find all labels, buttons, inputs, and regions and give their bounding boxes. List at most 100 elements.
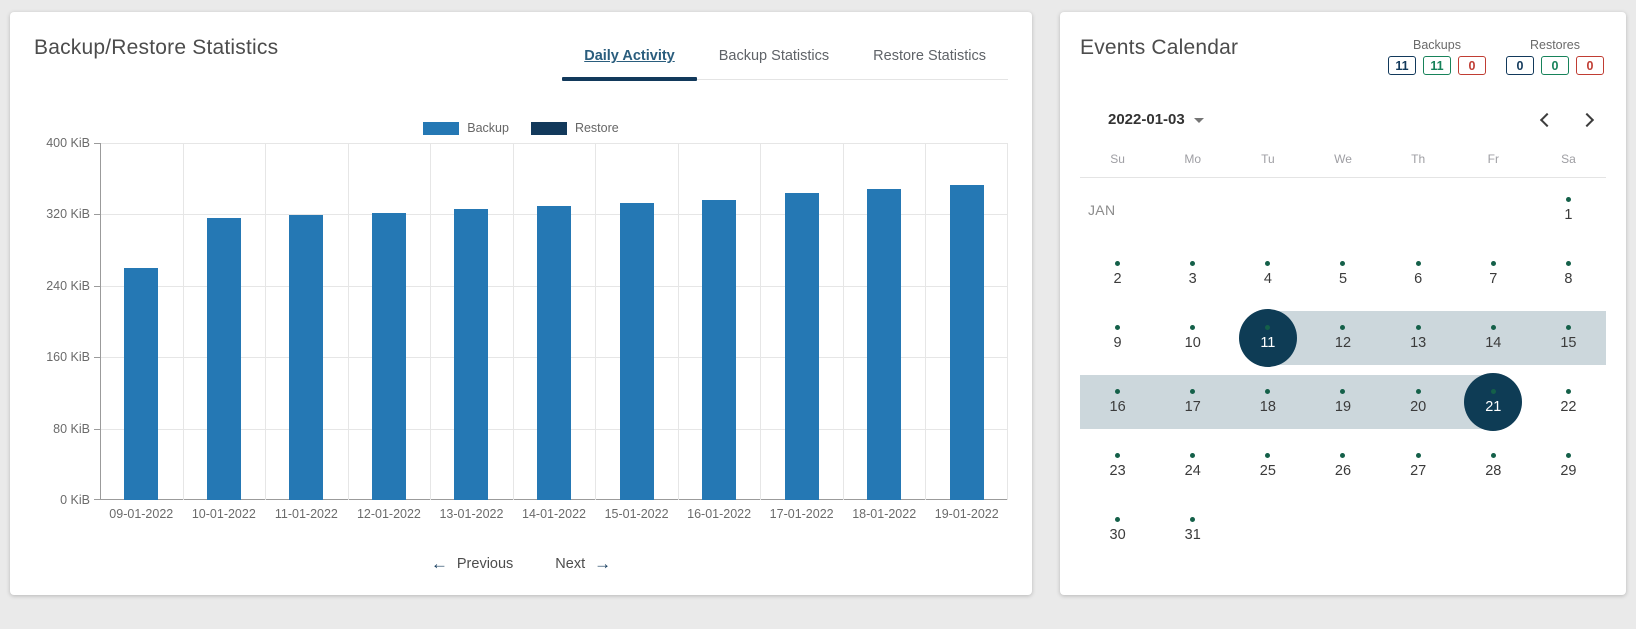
calendar-day-5[interactable]: 5: [1305, 242, 1380, 306]
calendar-day-2[interactable]: 2: [1080, 242, 1155, 306]
day-number: 9: [1113, 335, 1122, 352]
calendar-day-20[interactable]: 20: [1381, 370, 1456, 434]
calendar-day-26[interactable]: 26: [1305, 434, 1380, 498]
backup-bar: [289, 215, 324, 500]
previous-month-button[interactable]: [1539, 112, 1555, 127]
selected-range-band: [1267, 311, 1606, 365]
calendar-day-13[interactable]: 13: [1381, 306, 1456, 370]
calendar-day-23[interactable]: 23: [1080, 434, 1155, 498]
calendar-day-24[interactable]: 24: [1155, 434, 1230, 498]
calendar-day-29[interactable]: 29: [1531, 434, 1606, 498]
calendar-grid: JAN 1 2 3 4 5 6 7 8 9 10 11 12 13 14 15 16 17 18 19 20 21 22 23…: [1080, 178, 1606, 562]
event-dot: [1565, 453, 1571, 459]
event-dot: [1190, 389, 1196, 395]
y-axis-tick: [94, 143, 100, 144]
calendar-day-30[interactable]: 30: [1080, 498, 1155, 562]
event-dot: [1115, 389, 1121, 395]
calendar-day-21[interactable]: 21: [1456, 370, 1531, 434]
event-dot: [1565, 389, 1571, 395]
event-dot: [1490, 453, 1496, 459]
calendar-week-row: 23 24 25 26 27 28 29: [1080, 434, 1606, 498]
calendar-cell-empty: [1155, 178, 1230, 242]
calendar-day-4[interactable]: 4: [1230, 242, 1305, 306]
backup-bar: [206, 217, 241, 500]
weekday-label-mo: Mo: [1184, 152, 1202, 166]
y-tick-label: 400 KiB: [46, 136, 90, 150]
calendar-day-17[interactable]: 17: [1155, 370, 1230, 434]
weekday-header: Su Mo Tu We Th Fr Sa: [1080, 152, 1606, 166]
day-number: 21: [1485, 399, 1502, 416]
day-number: 26: [1334, 463, 1352, 480]
previous-button[interactable]: ← Previous: [431, 555, 513, 572]
calendar-day-25[interactable]: 25: [1230, 434, 1305, 498]
day-number: 15: [1560, 335, 1577, 352]
bar-cell: [348, 143, 431, 500]
calendar-day-12[interactable]: 12: [1305, 306, 1380, 370]
tab-daily-activity[interactable]: Daily Activity: [562, 38, 697, 81]
calendar-day-16[interactable]: 16: [1080, 370, 1155, 434]
bar-cell: [760, 143, 843, 500]
calendar-day-3[interactable]: 3: [1155, 242, 1230, 306]
next-month-button[interactable]: [1579, 112, 1595, 127]
day-number: 17: [1184, 399, 1201, 416]
tab-backup-statistics[interactable]: Backup Statistics: [718, 48, 830, 64]
month-selector-value: 2022-01-03: [1108, 111, 1185, 128]
calendar-day-8[interactable]: 8: [1531, 242, 1606, 306]
next-button[interactable]: Next →: [555, 555, 611, 572]
counter-group-backups: Backups 11 11 0: [1388, 38, 1486, 75]
event-dot: [1340, 453, 1346, 459]
backup-bar: [371, 212, 406, 500]
calendar-cell-empty: [1381, 498, 1456, 562]
chart-pagination: ← Previous Next →: [34, 555, 1008, 572]
event-dot: [1115, 325, 1121, 331]
chart-x-axis: 09-01-2022 10-01-2022 11-01-2022 12-01-2022…: [100, 507, 1008, 521]
calendar-cell-empty: [1381, 178, 1456, 242]
arrow-right-icon: →: [594, 554, 612, 573]
daily-activity-bar-chart: 400 KiB 320 KiB 240 KiB 160 KiB 80 KiB 0 KiB …: [34, 136, 1008, 521]
calendar-day-11[interactable]: 11: [1230, 306, 1305, 370]
calendar-day-31[interactable]: 31: [1155, 498, 1230, 562]
statistics-card-title: Backup/Restore Statistics: [34, 36, 279, 59]
x-tick-label: 09-01-2022: [109, 507, 174, 521]
calendar-day-15[interactable]: 15: [1531, 306, 1606, 370]
legend-label: Restore: [574, 121, 619, 135]
chevron-down-icon: [1193, 118, 1204, 123]
counter-group-label: Backups: [1413, 38, 1461, 52]
calendar-day-10[interactable]: 10: [1155, 306, 1230, 370]
calendar-day-19[interactable]: 19: [1305, 370, 1380, 434]
calendar-day-14[interactable]: 14: [1456, 306, 1531, 370]
x-tick-label: 16-01-2022: [687, 507, 752, 521]
tab-restore-statistics[interactable]: Restore Statistics: [873, 48, 986, 64]
calendar-day-9[interactable]: 9: [1080, 306, 1155, 370]
event-dot: [1190, 261, 1196, 267]
day-number: 1: [1564, 207, 1573, 224]
calendar-day-18[interactable]: 18: [1230, 370, 1305, 434]
y-tick-label: 240 KiB: [46, 278, 90, 293]
calendar-day-22[interactable]: 22: [1531, 370, 1606, 434]
day-number: 2: [1113, 271, 1122, 288]
y-axis-tick: [94, 357, 100, 359]
calendar-cell-empty: [1531, 498, 1606, 562]
calendar-cell-empty: [1230, 498, 1305, 562]
weekday-label-su: Su: [1110, 152, 1125, 166]
bar-cell: [843, 143, 926, 500]
y-tick-label: 160 KiB: [46, 350, 90, 365]
x-tick-label: 15-01-2022: [604, 507, 669, 521]
calendar-day-7[interactable]: 7: [1456, 242, 1531, 306]
bar-cell: [925, 143, 1008, 500]
gridline-vertical: [677, 143, 679, 500]
x-tick-label: 18-01-2022: [852, 507, 917, 521]
day-number: 29: [1560, 463, 1577, 480]
calendar-day-28[interactable]: 28: [1456, 434, 1531, 498]
weekday-label-fr: Fr: [1487, 152, 1499, 166]
calendar-day-1[interactable]: 1: [1531, 178, 1606, 242]
calendar-cell-empty: [1305, 498, 1380, 562]
x-tick-label: 13-01-2022: [439, 507, 504, 521]
event-dot: [1265, 389, 1271, 395]
event-dot: [1490, 325, 1496, 331]
counter-group-label: Restores: [1529, 38, 1581, 52]
month-selector[interactable]: 2022-01-03: [1108, 111, 1204, 128]
event-dot: [1265, 325, 1271, 331]
calendar-day-6[interactable]: 6: [1381, 242, 1456, 306]
calendar-day-27[interactable]: 27: [1381, 434, 1456, 498]
